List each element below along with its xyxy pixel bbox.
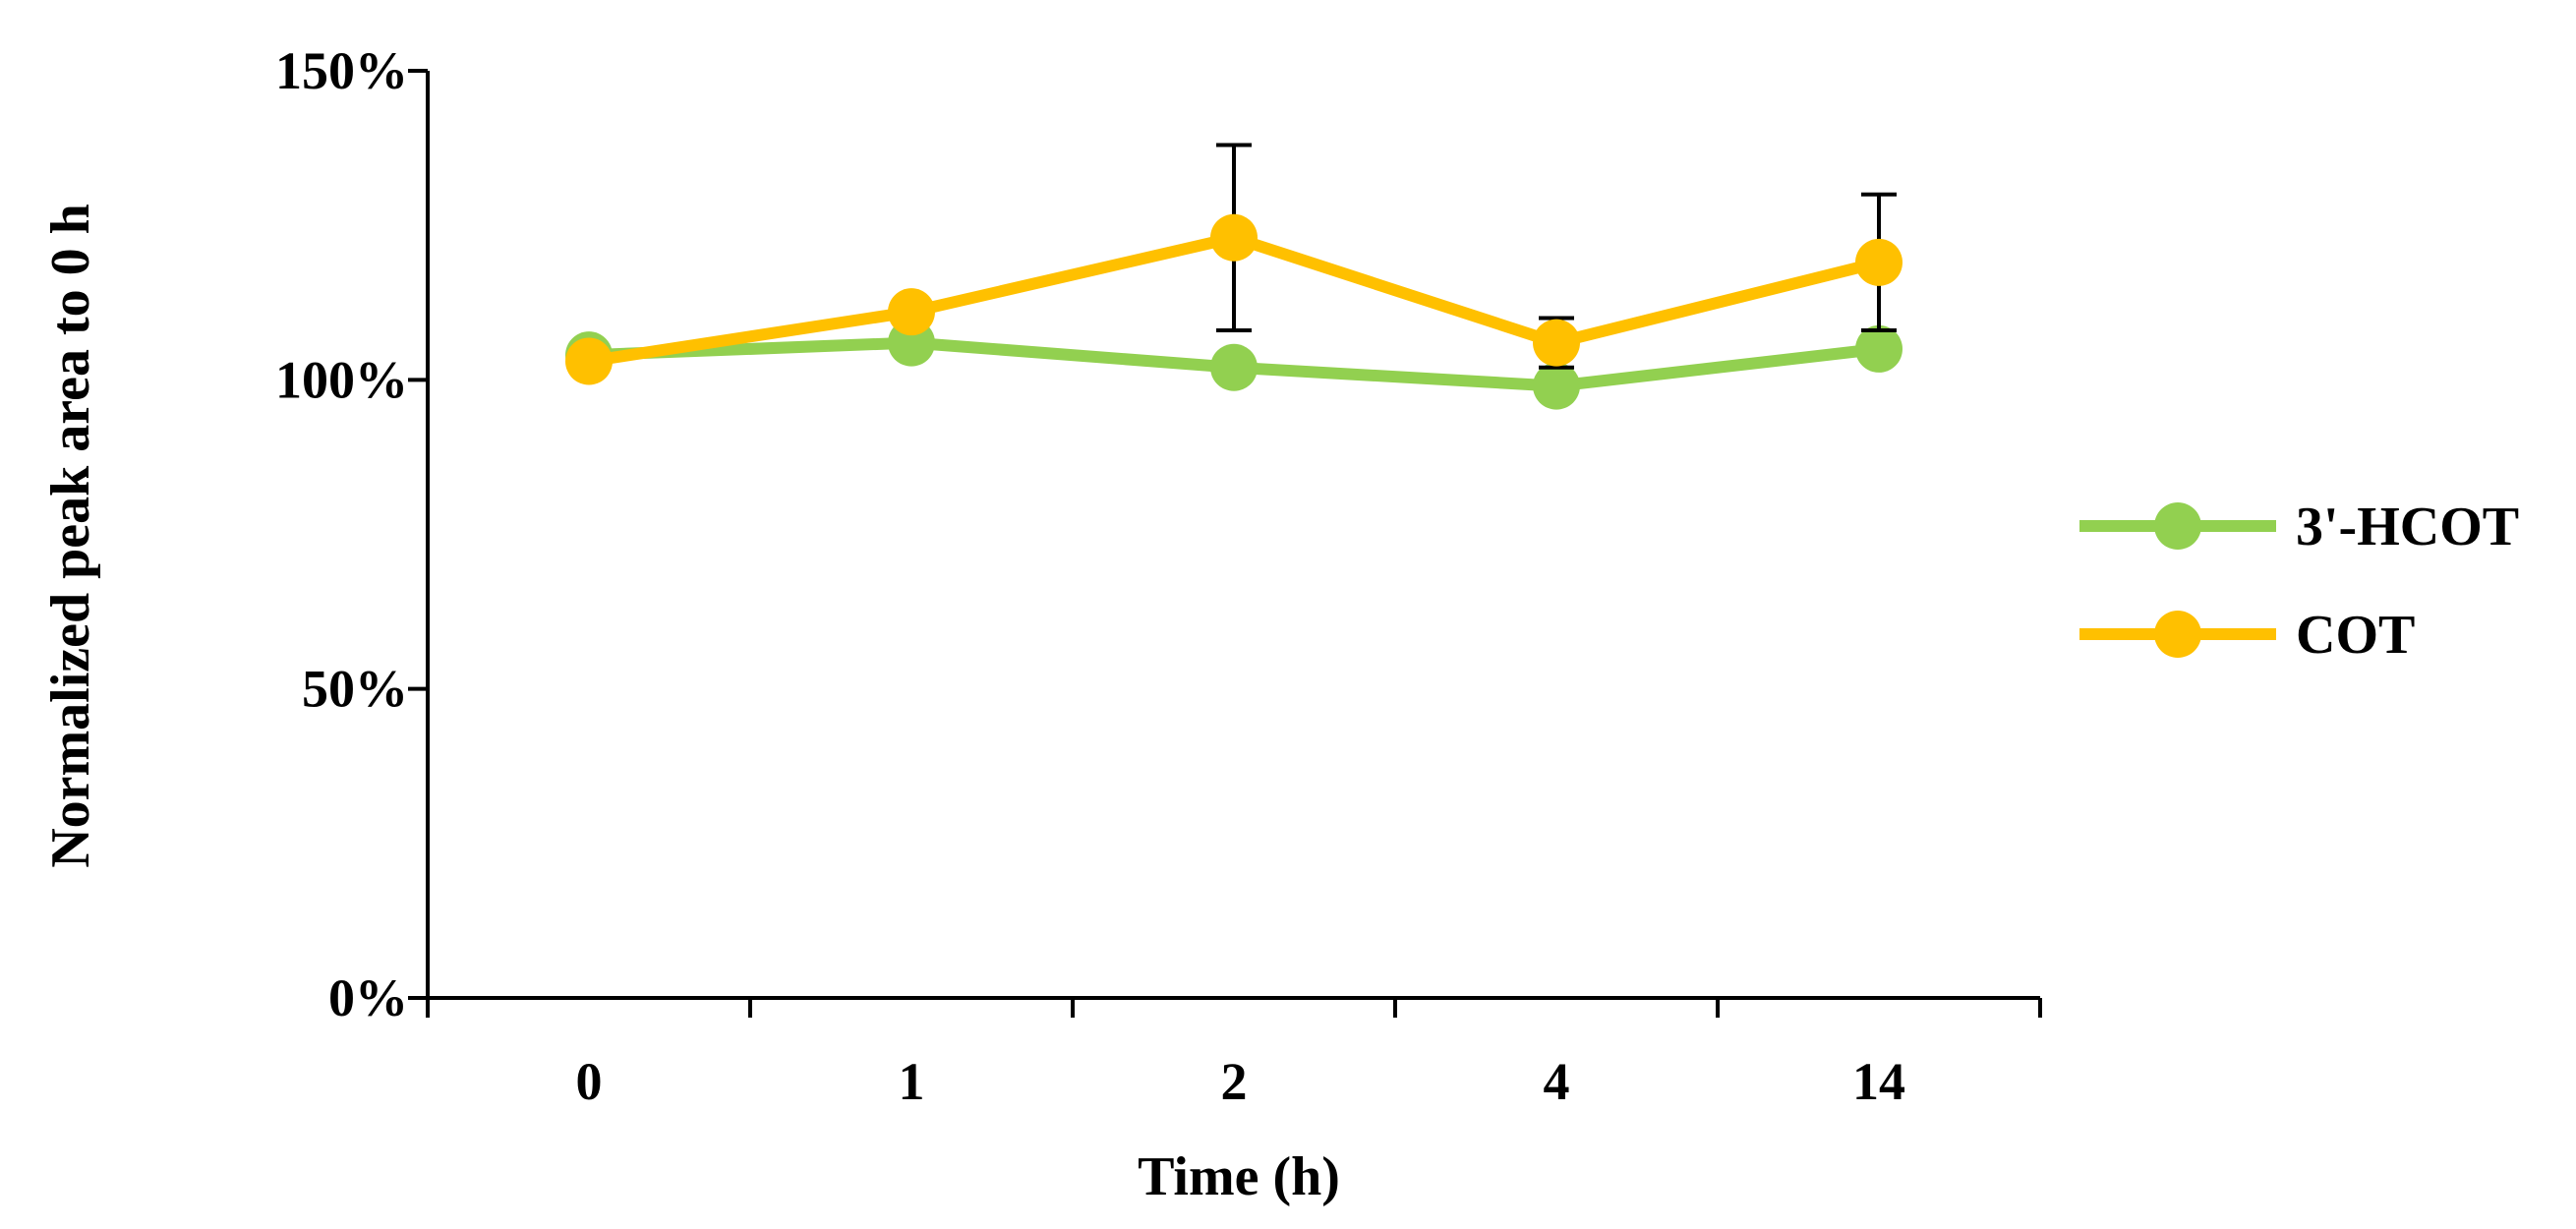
x-axis-title: Time (h) bbox=[1138, 1146, 1340, 1207]
data-point bbox=[565, 337, 613, 385]
y-axis: 0% 50% 100% 150% bbox=[275, 41, 430, 1027]
plot-area bbox=[565, 143, 1903, 410]
y-tick-label: 0% bbox=[328, 968, 408, 1027]
y-tick-label: 150% bbox=[275, 41, 408, 100]
data-point bbox=[1855, 324, 1903, 373]
data-point bbox=[1210, 213, 1258, 262]
data-point bbox=[1533, 319, 1580, 367]
x-tick-label: 1 bbox=[899, 1052, 925, 1111]
data-point bbox=[1855, 238, 1903, 286]
legend-label: COT bbox=[2296, 605, 2415, 666]
legend-marker bbox=[2154, 502, 2201, 550]
legend-marker bbox=[2154, 611, 2201, 658]
x-tick-label: 14 bbox=[1852, 1052, 1905, 1111]
y-axis-title: Normalized peak area to 0 h bbox=[40, 204, 101, 868]
x-axis: 0 1 2 4 14 bbox=[426, 996, 2042, 1111]
x-tick-label: 0 bbox=[576, 1052, 603, 1111]
x-tick-label: 4 bbox=[1544, 1052, 1570, 1111]
data-point bbox=[888, 288, 935, 336]
legend-label: 3'-HCOT bbox=[2296, 497, 2519, 557]
series-2 bbox=[565, 143, 1903, 385]
legend-item: COT bbox=[2079, 605, 2415, 666]
y-tick-label: 100% bbox=[275, 350, 408, 409]
y-tick-label: 50% bbox=[302, 660, 408, 719]
legend-item: 3'-HCOT bbox=[2079, 497, 2519, 557]
data-point bbox=[1210, 343, 1258, 391]
x-tick-label: 2 bbox=[1221, 1052, 1248, 1111]
data-point bbox=[1533, 362, 1580, 410]
legend: 3'-HCOT COT bbox=[2079, 497, 2519, 666]
